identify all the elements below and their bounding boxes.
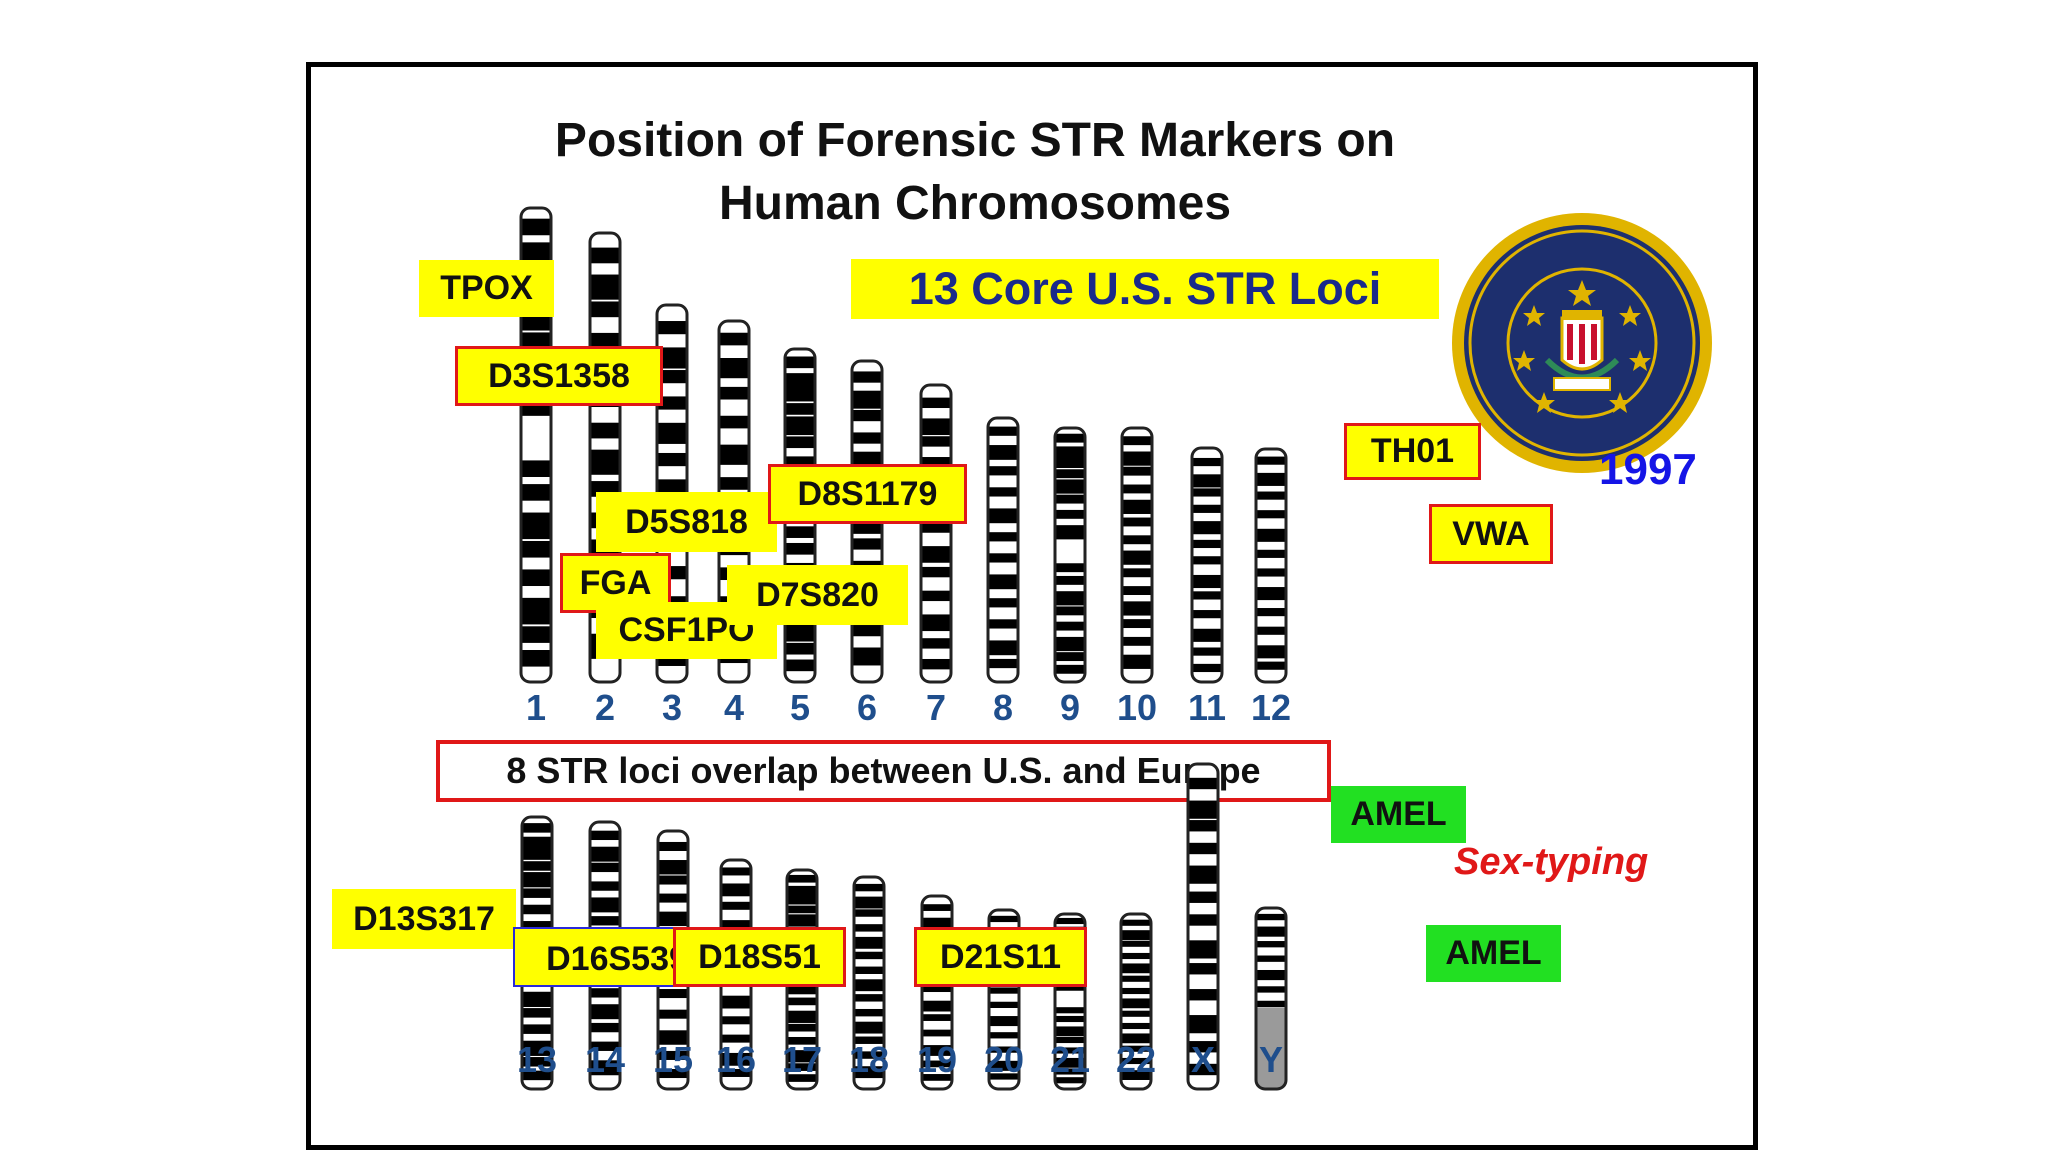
chromosome-number-y: Y — [1258, 1039, 1283, 1080]
chromosome-number-5: 5 — [789, 687, 811, 728]
chromosome-number-19: 19 — [916, 1039, 958, 1080]
marker-d8s1179-8: D8S1179 — [768, 464, 967, 524]
chromosome-10 — [1120, 426, 1154, 684]
chromosome-8 — [986, 416, 1020, 684]
chromosome-number-4: 4 — [723, 687, 745, 728]
marker-d3s1358-3: D3S1358 — [455, 346, 663, 406]
core-loci-banner: 13 Core U.S. STR Loci — [851, 259, 1439, 319]
chromosome-number-7: 7 — [925, 687, 947, 728]
marker-tpox-2: TPOX — [419, 260, 554, 317]
chromosome-number-11: 11 — [1187, 687, 1227, 728]
marker-amel-y: AMEL — [1426, 925, 1561, 982]
overlap-note: 8 STR loci overlap between U.S. and Euro… — [436, 740, 1331, 802]
chromosome-number-x: X — [1190, 1039, 1215, 1080]
fbi-seal-icon — [1452, 213, 1712, 473]
marker-th01-11: TH01 — [1344, 423, 1481, 480]
chromosome-18 — [852, 875, 886, 1091]
chromosome-number-2: 2 — [594, 687, 616, 728]
chromosome-11 — [1190, 446, 1224, 684]
chromosome-x — [1186, 762, 1220, 1091]
chromosome-number-12: 12 — [1250, 687, 1292, 728]
slide-frame: Position of Forensic STR Markers on Huma… — [306, 62, 1758, 1150]
chromosome-number-8: 8 — [992, 687, 1014, 728]
title-line-2: Human Chromosomes — [718, 177, 1232, 230]
chromosome-number-22: 22 — [1115, 1039, 1157, 1080]
marker-vwa-12: VWA — [1429, 504, 1553, 564]
marker-d18s51-18: D18S51 — [673, 927, 846, 987]
chromosome-number-1: 1 — [525, 687, 547, 728]
marker-d13s317-13: D13S317 — [332, 889, 516, 949]
chromosome-number-14: 14 — [584, 1039, 626, 1080]
chromosome-number-13: 13 — [516, 1039, 558, 1080]
chromosome-number-9: 9 — [1059, 687, 1081, 728]
title-line-1: Position of Forensic STR Markers on — [554, 114, 1396, 167]
chromosome-22 — [1119, 912, 1153, 1091]
chromosome-7 — [919, 383, 953, 684]
marker-d7s820-7: D7S820 — [727, 565, 908, 625]
chromosome-y — [1254, 906, 1288, 1091]
chromosome-number-20: 20 — [983, 1039, 1025, 1080]
chromosome-number-10: 10 — [1116, 687, 1158, 728]
marker-d5s818-5: D5S818 — [596, 492, 777, 552]
sex-typing-label: Sex-typing — [1454, 841, 1649, 883]
diagram-title: Position of Forensic STR Markers on Huma… — [311, 109, 1639, 235]
year-label: 1997 — [1599, 445, 1697, 494]
chromosome-12 — [1254, 447, 1288, 684]
chromosome-number-15: 15 — [652, 1039, 694, 1080]
chromosome-number-17: 17 — [781, 1039, 823, 1080]
chromosome-number-3: 3 — [661, 687, 683, 728]
chromosome-number-6: 6 — [856, 687, 878, 728]
chromosome-number-21: 21 — [1049, 1039, 1091, 1080]
marker-d21s11-21: D21S11 — [914, 927, 1087, 987]
chromosome-number-16: 16 — [715, 1039, 757, 1080]
chromosome-9 — [1053, 426, 1087, 684]
chromosome-number-18: 18 — [848, 1039, 890, 1080]
marker-amel-x: AMEL — [1331, 786, 1466, 843]
